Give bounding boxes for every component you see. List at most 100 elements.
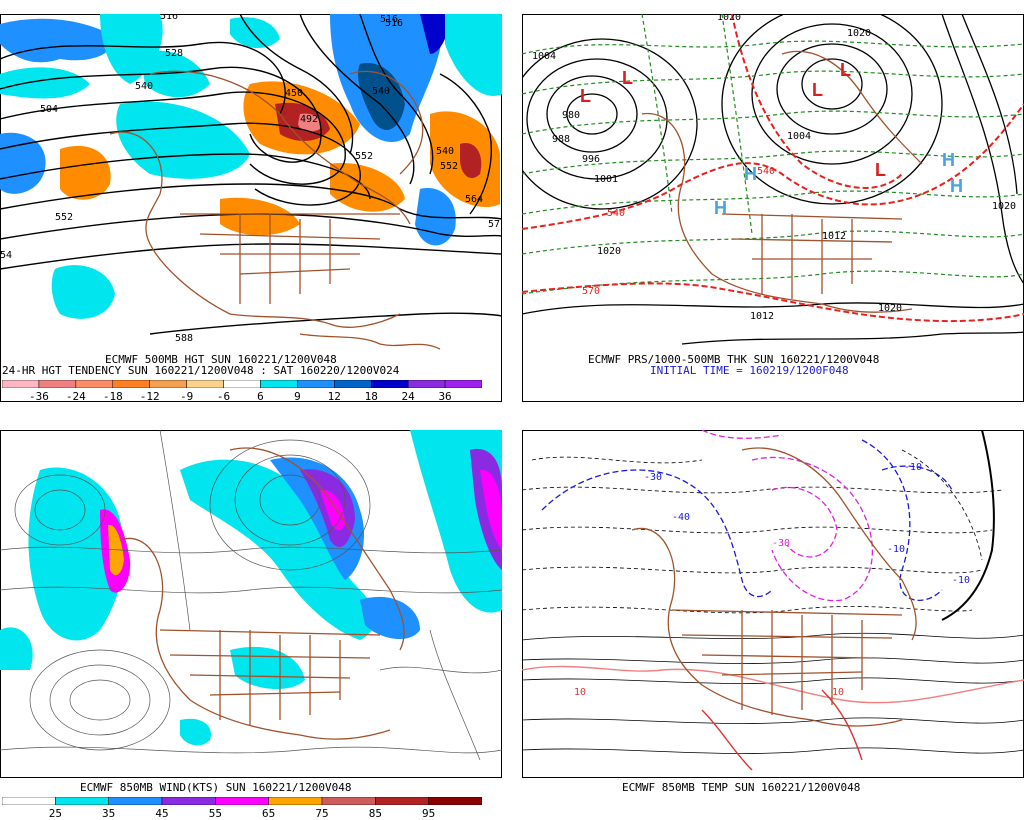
colorbar-label: 95 <box>422 807 436 820</box>
colorbar-swatch <box>38 380 77 388</box>
caption-line-2: INITIAL TIME = 160219/1200F048 <box>650 364 849 377</box>
colorbar-swatch <box>444 380 482 388</box>
caption-line-1: ECMWF PRS/1000-500MB THK SUN 160221/1200… <box>588 353 880 366</box>
contour-label: 588 <box>175 333 193 344</box>
contour-label: 540 <box>135 81 153 92</box>
map-500mb-height: 516 516 528 540 504 450 492 540 516 552 … <box>0 14 502 402</box>
caption-line-1: ECMWF 500MB HGT SUN 160221/1200V048 <box>105 353 337 366</box>
contour-label: 552 <box>55 212 73 223</box>
isobar-label: 1020 <box>717 14 741 23</box>
low-center: L <box>580 86 591 106</box>
panel-850mb-wind: ECMWF 850MB WIND(KTS) SUN 160221/1200V04… <box>0 430 502 820</box>
thickness-label: 570 <box>582 286 600 297</box>
isobar-label: 1004 <box>787 131 811 142</box>
contour-label: 564 <box>465 194 483 205</box>
isobar-label: 1020 <box>878 303 902 314</box>
colorbar-swatch <box>75 380 114 388</box>
colorbar-label: 24 <box>401 390 415 403</box>
contour-label: 552 <box>355 151 373 162</box>
colorbar-swatch <box>260 380 298 388</box>
panel-850mb-temperature: -30 -40 -30 -10 -10 -10 10 10 ECMWF 850M… <box>522 430 1024 819</box>
streamlines <box>0 430 502 761</box>
contour-label: 540 <box>436 146 454 157</box>
temp-label: -40 <box>672 512 690 523</box>
temp-label: -30 <box>644 472 662 483</box>
temp-label: 10 <box>574 687 586 698</box>
thickness-label: 540 <box>757 166 775 177</box>
temp-label: -10 <box>887 544 905 555</box>
temperature-labels: -30 -40 -30 -10 -10 -10 10 10 <box>574 462 970 698</box>
colorbar-label: 65 <box>262 807 276 820</box>
colorbar-label: 85 <box>368 807 382 820</box>
high-center: H <box>744 164 757 184</box>
colorbar-label: 55 <box>208 807 222 820</box>
colorbar-swatch <box>334 380 372 388</box>
isobar-label: 1001 <box>594 174 618 185</box>
colorbar-label: -18 <box>102 390 123 403</box>
temp-label: -10 <box>904 462 922 473</box>
panel-sea-level-pressure-thickness: 1020 1004 980 988 996 1001 1020 1020 102… <box>522 14 1024 402</box>
colorbar-swatch <box>268 797 323 805</box>
colorbar-swatch <box>112 380 150 388</box>
isobar-label: 996 <box>582 154 600 165</box>
contour-labels: 516 516 528 540 504 450 492 540 516 552 … <box>0 14 500 344</box>
isobar-label: 1020 <box>992 201 1016 212</box>
colorbar-swatch <box>55 797 109 805</box>
map-850mb-wind <box>0 430 502 778</box>
tendency-colorbar-labels: -36 -24 -18 -12 -9 -6 6 9 12 18 24 36 <box>2 390 482 403</box>
tendency-colorbar <box>2 380 482 388</box>
thickness-contours <box>522 14 1024 295</box>
temp-label: 10 <box>832 687 844 698</box>
colorbar-label: 25 <box>48 807 62 820</box>
high-center: H <box>950 176 963 196</box>
low-center: L <box>840 60 851 80</box>
colorbar-swatch <box>186 380 224 388</box>
colorbar-swatch <box>375 797 429 805</box>
colorbar-swatch <box>297 380 335 388</box>
temp-label: -30 <box>772 538 790 549</box>
colorbar-label: 75 <box>315 807 329 820</box>
contour-label: 552 <box>440 161 458 172</box>
colorbar-swatch <box>428 797 482 805</box>
isobar-label: 1020 <box>597 246 621 257</box>
wind-speed-colorbar <box>2 797 482 805</box>
colorbar-label: -36 <box>28 390 49 403</box>
height-contours <box>0 14 502 335</box>
colorbar-label: -9 <box>179 390 194 403</box>
temp-label: -10 <box>952 575 970 586</box>
coastlines <box>631 447 917 727</box>
contour-label: 54 <box>0 250 12 261</box>
low-center: L <box>812 80 823 100</box>
colorbar-swatch <box>370 380 409 388</box>
colorbar-swatch <box>407 380 446 388</box>
colorbar-swatch <box>108 797 163 805</box>
contour-label: 57 <box>488 219 500 230</box>
colorbar-swatch <box>2 380 40 388</box>
colorbar-swatch <box>149 380 187 388</box>
caption: ECMWF 850MB TEMP SUN 160221/1200V048 <box>622 781 861 794</box>
colorbar-label: 45 <box>155 807 169 820</box>
colorbar-label: 36 <box>438 390 452 403</box>
thickness-label: 540 <box>607 208 625 219</box>
contour-label: 492 <box>300 114 318 125</box>
caption-line-2: 24-HR HGT TENDENCY SUN 160221/1200V048 :… <box>2 364 400 377</box>
coastlines <box>109 70 441 350</box>
map-pressure-thickness: 1020 1004 980 988 996 1001 1020 1020 102… <box>522 14 1024 402</box>
panel-500mb-height: 516 516 528 540 504 450 492 540 516 552 … <box>0 14 502 403</box>
isobar-label: 1020 <box>847 28 871 39</box>
isobar-label: 988 <box>552 134 570 145</box>
temperature-contours-warm <box>522 665 1024 771</box>
colorbar-label: 9 <box>294 390 301 403</box>
contour-label: 528 <box>165 48 183 59</box>
contour-label: 504 <box>40 104 58 115</box>
colorbar-swatch <box>161 797 216 805</box>
thickness-540-570 <box>522 14 1024 323</box>
pressure-centers: L L L L L H H H H <box>580 60 963 218</box>
colorbar-swatch <box>215 797 269 805</box>
thickness-labels: 540 570 540 <box>582 166 775 297</box>
contour-label: 516 <box>385 18 403 29</box>
colorbar-label: -24 <box>65 390 86 403</box>
coastlines <box>641 50 923 313</box>
high-center: H <box>942 150 955 170</box>
wind-speed-shading <box>0 430 502 746</box>
